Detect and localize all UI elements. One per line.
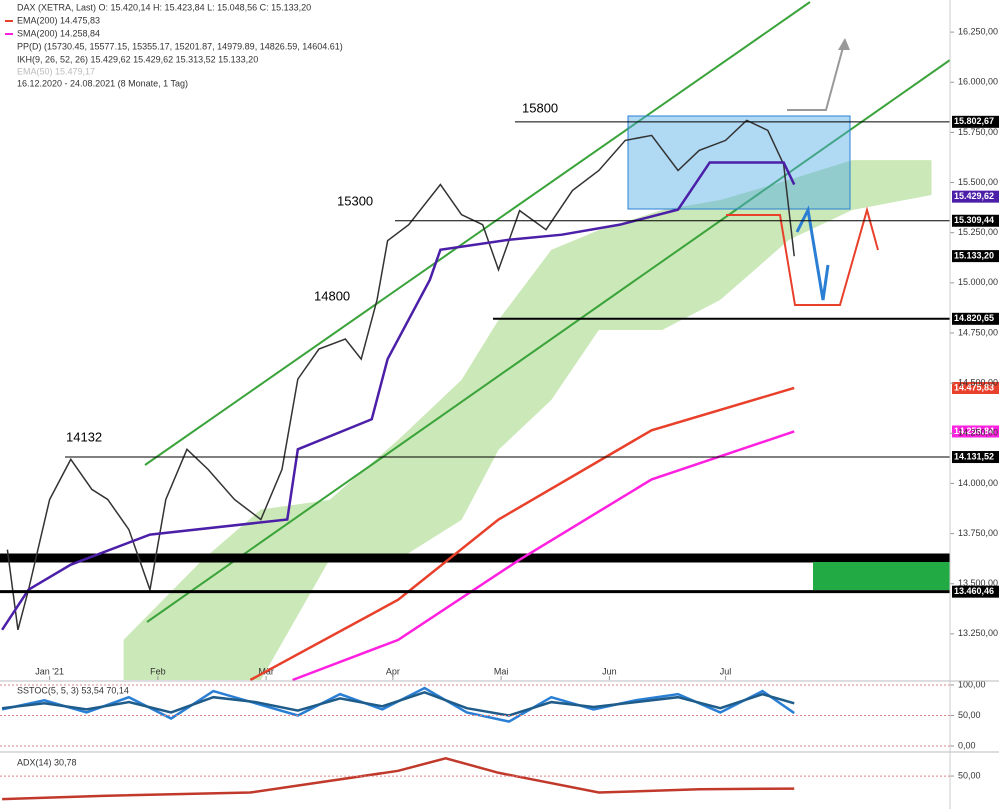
legend: DAX (XETRA, Last) O: 15.420,14 H: 15.423…: [0, 0, 343, 92]
price-tag: [952, 312, 999, 325]
legend-bg: [0, 0, 330, 92]
y-tick-label: 14.500,00: [958, 378, 998, 388]
y-tick-label: 14.250,00: [958, 428, 998, 438]
legend-text: IKH(9, 26, 52, 26) 15.429,62 15.429,62 1…: [17, 54, 258, 64]
series-line: [292, 430, 795, 682]
y-tick-label: 15.500,00: [958, 177, 998, 187]
y-tick-label: 50,00: [958, 770, 981, 780]
y-tick-label: 0,00: [958, 740, 976, 750]
price-tag: [952, 214, 999, 227]
price-tag: [952, 425, 999, 438]
price-tag-label: 14.475,83: [954, 382, 994, 392]
price-tag: [952, 115, 999, 128]
x-tick-label: Mai: [494, 666, 509, 676]
legend-text: PP(D) (15730.45, 15577.15, 15355.17, 152…: [17, 41, 343, 51]
series-line: [6, 119, 795, 631]
scenario-red: [726, 206, 879, 306]
y-tick-label: 13.250,00: [958, 628, 998, 638]
price-tag-label: 14.258,84: [954, 426, 994, 436]
legend-text: DAX (XETRA, Last) O: 15.420,14 H: 15.423…: [17, 2, 311, 12]
y-tick-label: 15.250,00: [958, 227, 998, 237]
legend-text: SMA(200) 14.258,84: [17, 28, 100, 38]
range-box: [627, 115, 851, 210]
series-line: [1, 690, 795, 717]
y-tick-label: 15.000,00: [958, 277, 998, 287]
price-tag-label: 14.131,52: [954, 451, 994, 461]
price-tag-label: 15.802,67: [954, 116, 994, 126]
arrow-up: [787, 39, 846, 111]
legend-text: EMA(200) 14.475,83: [17, 15, 100, 25]
price-tag: [952, 250, 999, 263]
y-tick-label: 14.750,00: [958, 327, 998, 337]
price-tag-label: 15.133,20: [954, 250, 994, 260]
x-tick-label: Apr: [386, 666, 400, 676]
series-line: [1, 161, 796, 631]
y-tick-label: 15.750,00: [958, 127, 998, 137]
series-line: [249, 386, 795, 682]
panel-title: ADX(14) 30,78: [17, 757, 77, 767]
x-tick-label: Jan '21: [35, 666, 64, 676]
legend-text: EMA(50) 15.479,17: [17, 66, 95, 76]
price-tag-label: 13.460,46: [954, 586, 994, 596]
channel-upper: [144, 1, 811, 466]
annotation: 14132: [66, 429, 102, 444]
annotation: 15300: [337, 193, 373, 208]
price-tag: [952, 585, 999, 598]
ichimoku-cloud: [123, 160, 932, 680]
panel-title: SSTOC(5, 5, 3) 53,54 70,14: [17, 685, 129, 695]
price-tag: [952, 190, 999, 203]
channel-lower: [146, 59, 951, 623]
y-tick-label: 13.500,00: [958, 578, 998, 588]
target-zone: [813, 562, 950, 590]
annotation: 14800: [314, 288, 350, 303]
price-tag-label: 14.820,65: [954, 313, 994, 323]
legend-text: 16.12.2020 - 24.08.2021 (8 Monate, 1 Tag…: [17, 78, 188, 88]
y-tick-label: 14.000,00: [958, 478, 998, 488]
y-tick-label: 16.250,00: [958, 26, 998, 36]
price-tag: [952, 381, 999, 394]
price-tag: [952, 451, 999, 464]
price-tag-label: 15.309,44: [954, 215, 994, 225]
y-tick-label: 13.750,00: [958, 528, 998, 538]
series-line: [2, 756, 795, 801]
x-tick-label: Jul: [720, 666, 732, 676]
y-tick-label: 100,00: [958, 679, 986, 689]
y-tick-label: 16.000,00: [958, 77, 998, 87]
arrowhead: [838, 38, 850, 50]
x-tick-label: Jun: [602, 666, 617, 676]
x-tick-label: Feb: [150, 666, 166, 676]
annotation: 15800: [522, 100, 558, 115]
y-tick-label: 50,00: [958, 710, 981, 720]
price-tag-label: 15.429,62: [954, 191, 994, 201]
